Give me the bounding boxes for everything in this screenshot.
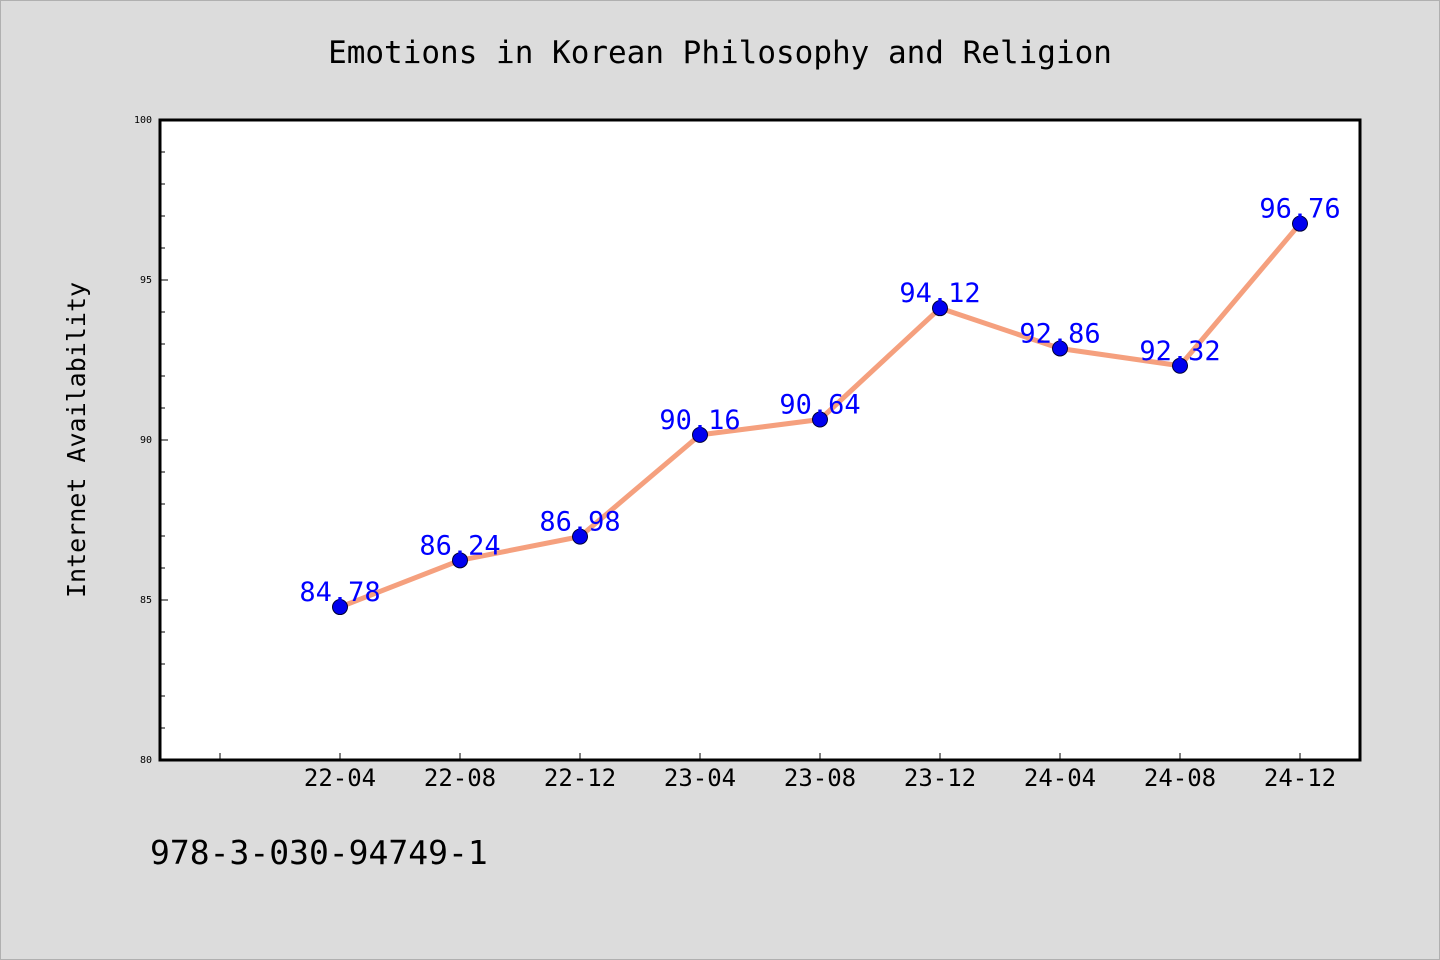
data-point — [572, 528, 588, 545]
data-point — [692, 426, 708, 443]
data-labels: 84.78 86.24 86.98 90.16 90.64 94.12 92.86 92.32… — [299, 194, 1340, 608]
y-tick-label: 100 — [134, 115, 152, 126]
data-label: 90.16 — [659, 405, 740, 436]
x-tick-label: 24-04 — [1024, 764, 1096, 792]
x-tick-label: 24-08 — [1144, 764, 1216, 792]
data-label: 86.24 — [419, 530, 500, 561]
data-label: 92.32 — [1139, 336, 1220, 367]
y-axis: 80 85 90 95 100 — [134, 115, 168, 766]
data-point — [932, 300, 948, 317]
y-tick-label: 85 — [140, 595, 152, 606]
x-axis: 22-04 22-08 22-12 23-04 23-08 23-12 24-04 24-08… — [219, 753, 1336, 792]
data-point — [332, 599, 348, 616]
x-tick-label: 22-12 — [544, 764, 616, 792]
y-axis-label: Internet Availability — [62, 282, 91, 598]
data-point — [1052, 340, 1068, 357]
x-tick-label: 24-12 — [1264, 764, 1336, 792]
series-group — [332, 215, 1308, 616]
chart-title: Emotions in Korean Philosophy and Religi… — [328, 35, 1112, 71]
data-label: 96.76 — [1259, 194, 1340, 225]
data-point — [1172, 357, 1188, 374]
plot-area — [158, 118, 1362, 762]
y-tick-label: 80 — [140, 755, 152, 766]
data-point — [812, 411, 828, 428]
x-tick-label: 23-08 — [784, 764, 856, 792]
x-tick-label: 23-04 — [664, 764, 736, 792]
data-point — [452, 552, 468, 569]
x-tick-label: 22-08 — [424, 764, 496, 792]
y-tick-label: 95 — [140, 275, 152, 286]
data-label: 92.86 — [1019, 318, 1100, 349]
x-tick-label: 23-12 — [904, 764, 976, 792]
data-label: 84.78 — [299, 577, 380, 608]
data-point — [1292, 215, 1308, 232]
y-tick-label: 90 — [140, 435, 152, 446]
x-tick-label: 22-04 — [304, 764, 376, 792]
data-label: 90.64 — [779, 390, 860, 421]
data-label: 94.12 — [899, 278, 980, 309]
footer-isbn: 978-3-030-94749-1 — [150, 833, 488, 872]
data-label: 86.98 — [539, 507, 620, 538]
